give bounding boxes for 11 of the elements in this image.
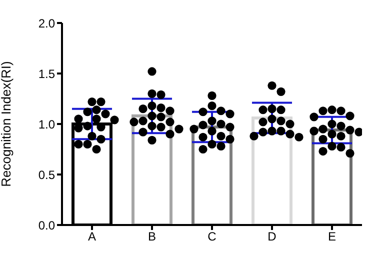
x-tick-label: D [268, 230, 277, 244]
x-tick-label: B [148, 230, 156, 244]
y-axis-title: Recognition Index(RI) [0, 61, 14, 187]
x-tick-label: C [208, 230, 217, 244]
y-tick-label: 1.5 [38, 66, 56, 81]
x-tick-label: A [88, 230, 96, 244]
x-tick-label: E [328, 230, 336, 244]
y-tick-label: 0.0 [38, 218, 56, 232]
y-tick-label: 0.5 [38, 168, 56, 182]
y-tick-label: 2.0 [38, 16, 56, 30]
y-tick-label: 1.0 [38, 117, 56, 132]
